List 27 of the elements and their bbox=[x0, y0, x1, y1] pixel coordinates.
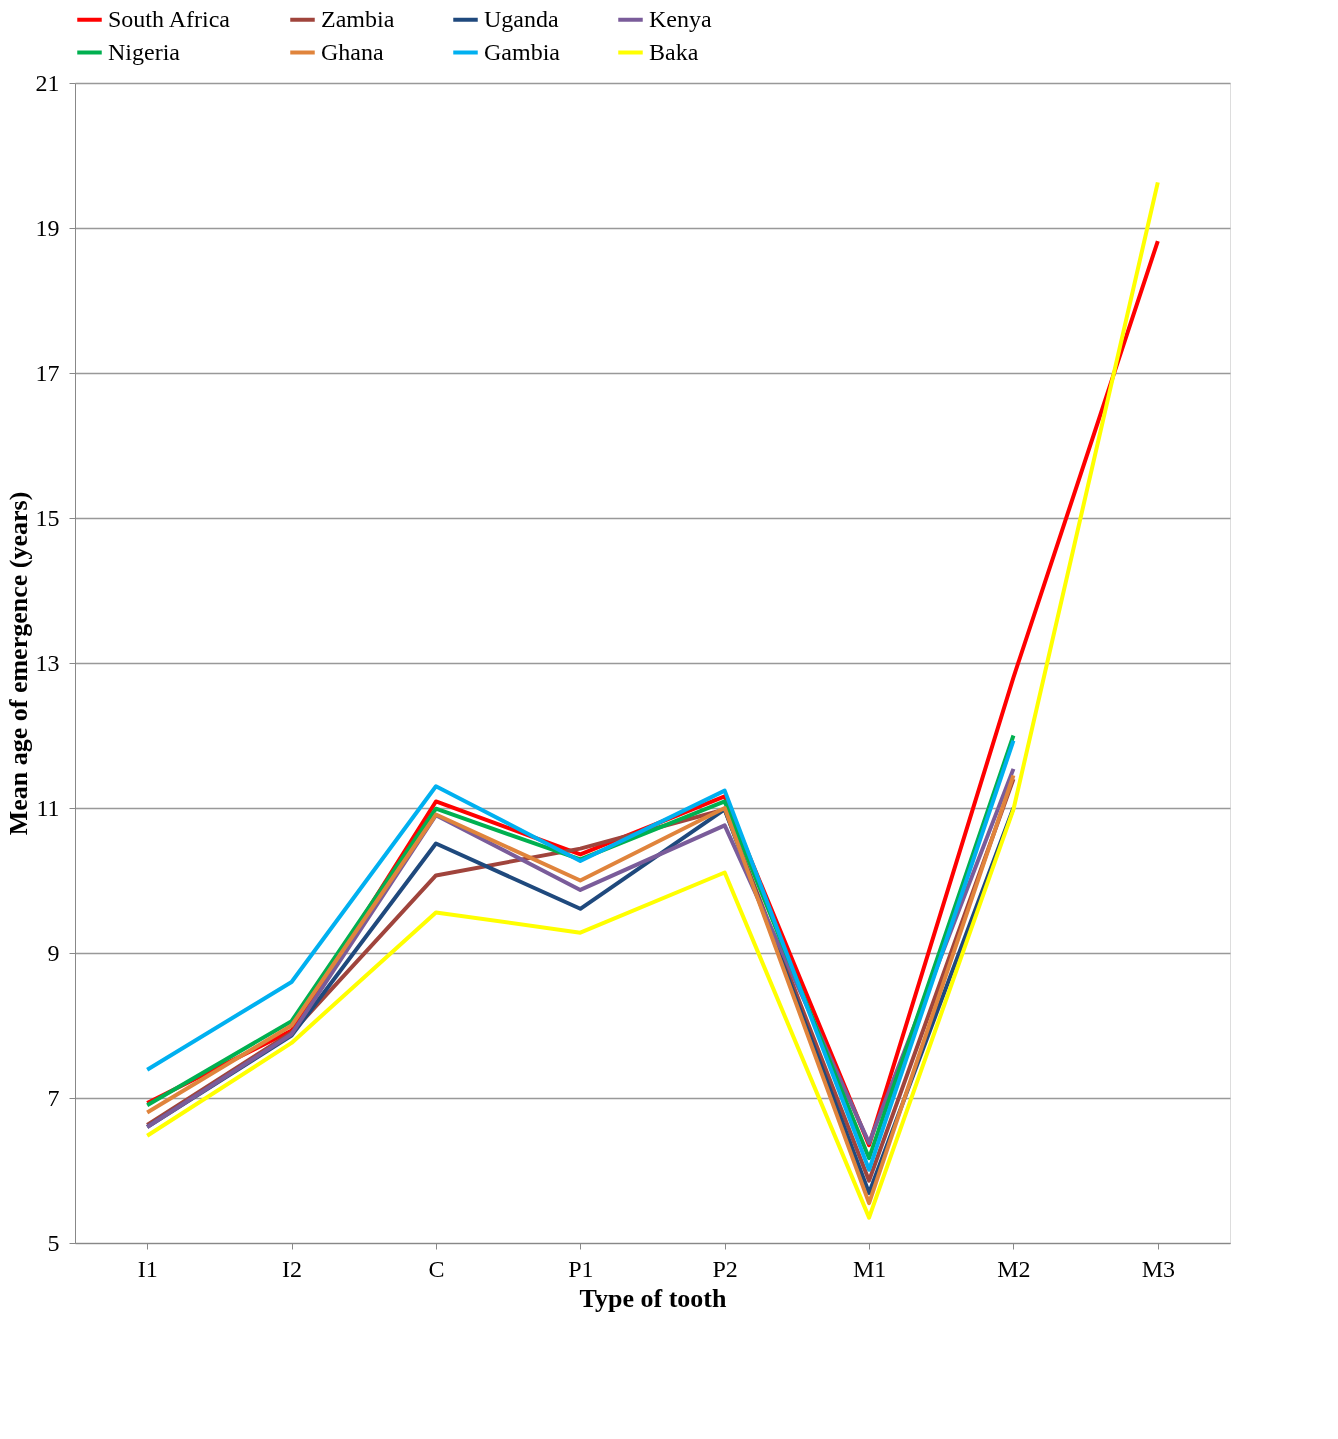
x-axis-title: Type of tooth bbox=[579, 1283, 727, 1313]
x-tick-label: I2 bbox=[282, 1255, 303, 1282]
y-tick-label: 19 bbox=[35, 214, 60, 241]
y-tick-label: 9 bbox=[47, 939, 60, 966]
legend-label: Gambia bbox=[484, 38, 561, 65]
y-tick-label: 7 bbox=[47, 1084, 60, 1111]
y-tick-label: 13 bbox=[35, 649, 60, 676]
x-tick-label: C bbox=[428, 1255, 445, 1282]
x-tick-label: P2 bbox=[712, 1255, 738, 1282]
x-tick-label: P1 bbox=[568, 1255, 594, 1282]
legend-label: Nigeria bbox=[108, 38, 181, 65]
y-tick-label: 17 bbox=[35, 359, 60, 386]
legend-label: South Africa bbox=[108, 5, 231, 32]
legend-label: Uganda bbox=[484, 5, 559, 32]
y-tick-label: 21 bbox=[35, 69, 60, 96]
legend-label: Ghana bbox=[321, 38, 384, 65]
x-tick-label: M2 bbox=[997, 1255, 1031, 1282]
y-tick-label: 11 bbox=[36, 794, 60, 821]
legend-label: Baka bbox=[649, 38, 699, 65]
x-tick-label: M1 bbox=[852, 1255, 887, 1282]
legend-label: Zambia bbox=[321, 5, 395, 32]
x-tick-label: I1 bbox=[137, 1255, 158, 1282]
x-tick-label: M3 bbox=[1141, 1255, 1175, 1282]
y-axis-title: Mean age of emergence (years) bbox=[3, 491, 33, 836]
y-tick-label: 5 bbox=[47, 1229, 60, 1256]
legend-label: Kenya bbox=[649, 5, 712, 32]
y-tick-label: 15 bbox=[35, 504, 60, 531]
